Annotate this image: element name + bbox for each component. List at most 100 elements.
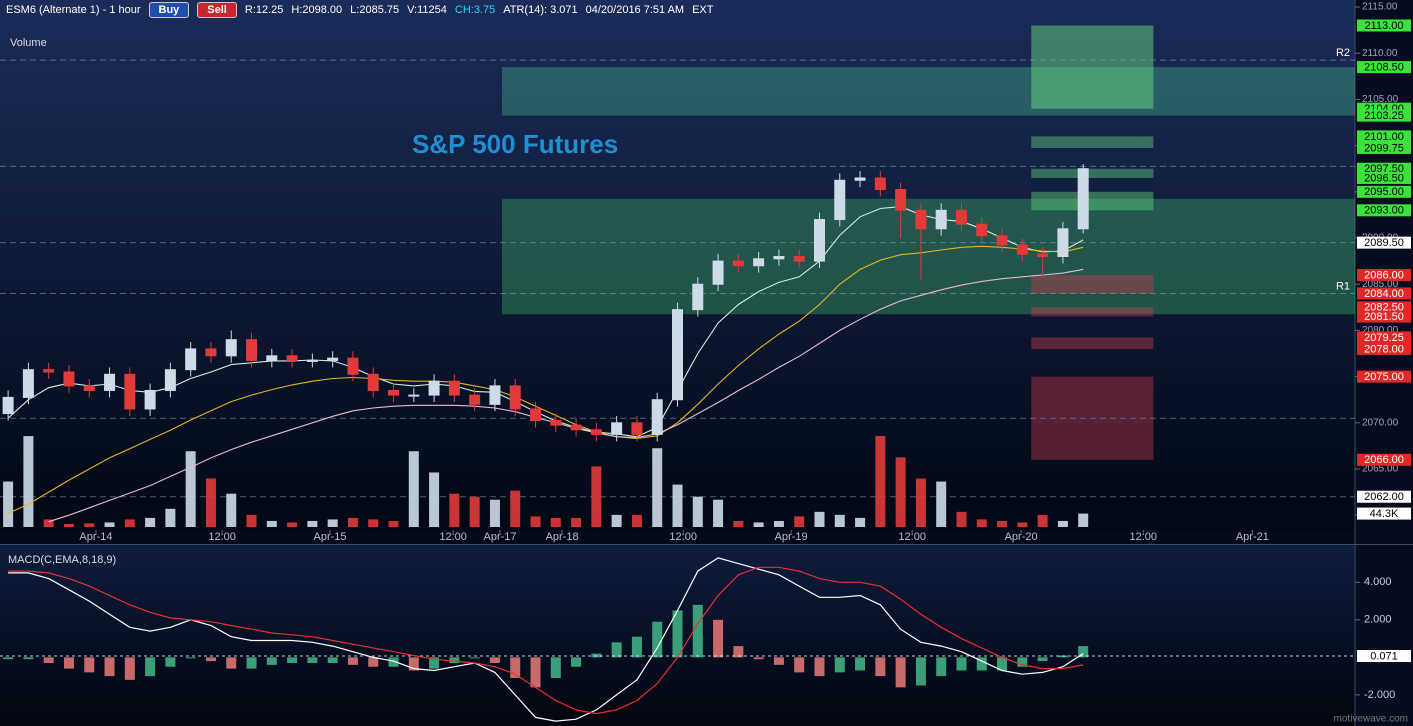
- volume-bar: [915, 478, 926, 527]
- volume-bar: [1078, 513, 1089, 527]
- macd-histogram-bar: [976, 657, 987, 671]
- macd-histogram-bar: [124, 657, 135, 680]
- candle-body: [286, 355, 298, 361]
- x-tick-label: Apr-18: [546, 531, 579, 543]
- volume-bar: [956, 511, 967, 527]
- level-label: 2093.00: [1364, 205, 1404, 217]
- volume-bar: [773, 520, 784, 527]
- volume-bar: [23, 436, 34, 527]
- candle-body: [692, 283, 704, 311]
- candle-body: [225, 339, 237, 357]
- y-tick-label: 2065.00: [1362, 464, 1399, 475]
- macd-histogram-bar: [814, 657, 825, 677]
- volume-bar: [104, 522, 115, 527]
- level-tag: [1357, 130, 1411, 143]
- macd-histogram-bar: [997, 657, 1008, 671]
- volume-bar: [530, 516, 541, 527]
- volume-bar: [124, 519, 135, 527]
- volume-bar: [875, 436, 886, 527]
- candle-body: [1057, 228, 1069, 257]
- macd-histogram-bar: [895, 657, 906, 688]
- zone: [1031, 168, 1154, 178]
- macd-histogram-bar: [834, 657, 845, 673]
- candle-body: [895, 189, 907, 211]
- volume-bar: [611, 514, 622, 527]
- volume-bar: [84, 523, 95, 527]
- level-label: 2101.00: [1364, 131, 1404, 143]
- level-tag: [1357, 331, 1411, 344]
- buy-button[interactable]: Buy: [148, 2, 190, 18]
- volume-bar: [469, 496, 480, 527]
- macd-histogram-bar: [733, 646, 744, 658]
- sell-button[interactable]: Sell: [197, 2, 237, 18]
- macd-histogram-bar: [652, 621, 663, 658]
- volume-bar: [794, 516, 805, 527]
- macd-histogram-bar: [692, 604, 703, 658]
- volume-bar: [145, 517, 156, 527]
- candle-body: [753, 258, 765, 267]
- volume-bar: [591, 466, 602, 527]
- volume-bar: [814, 511, 825, 527]
- macd-histogram-bar: [489, 657, 500, 663]
- level-tag: [1357, 301, 1411, 314]
- macd-histogram-bar: [429, 657, 440, 669]
- macd-histogram-bar: [63, 657, 74, 669]
- macd-histogram-bar: [226, 657, 237, 669]
- candle-body: [469, 394, 481, 405]
- candle-body: [388, 389, 400, 396]
- y-tick-label: 2.000: [1364, 614, 1392, 626]
- macd-histogram-bar: [855, 657, 866, 671]
- candle-body: [631, 422, 643, 435]
- volume-bar: [185, 451, 196, 527]
- stat: CH:3.75: [454, 4, 496, 16]
- volume-bar: [266, 520, 277, 527]
- level-tag: [1357, 19, 1411, 32]
- volume-bar: [692, 496, 703, 527]
- level-label: 2086.00: [1364, 269, 1404, 281]
- level-label: 2089.50: [1364, 237, 1404, 249]
- time-axis-band: [0, 530, 1355, 544]
- candle-body: [124, 373, 136, 410]
- zone: [1031, 191, 1154, 211]
- macd-tag: [1357, 650, 1411, 663]
- volume-bar: [449, 493, 460, 527]
- macd-histogram-bar: [23, 657, 34, 660]
- candle-body: [550, 420, 562, 426]
- candle-body: [205, 348, 217, 357]
- candle-body: [651, 399, 663, 435]
- macd-histogram-bar: [794, 657, 805, 673]
- macd-histogram-bar: [469, 657, 480, 659]
- x-tick-label: Apr-17: [483, 531, 516, 543]
- candle-body: [1016, 244, 1028, 255]
- macd-histogram-bar: [3, 657, 14, 660]
- stat: 04/20/2016 7:51 AM: [585, 4, 685, 16]
- volume-bar: [408, 451, 419, 527]
- candle-body: [834, 179, 846, 221]
- level-tag: [1357, 162, 1411, 175]
- macd-histogram-bar: [530, 657, 541, 688]
- candle-body: [489, 385, 501, 405]
- macd-histogram-bar: [875, 657, 886, 677]
- macd-histogram-bar: [611, 642, 622, 658]
- macd-histogram-bar: [408, 657, 419, 671]
- candle-body: [43, 369, 55, 373]
- candle-body: [874, 177, 886, 191]
- volume-marker-label: 44.3K: [1370, 508, 1399, 520]
- macd-histogram-bar: [672, 610, 683, 658]
- macd-histogram-bar: [449, 657, 460, 663]
- level-label: 2096.50: [1364, 172, 1404, 184]
- y-tick-label: -2.000: [1364, 689, 1395, 701]
- volume-label: Volume: [10, 37, 47, 49]
- candle-body: [793, 255, 805, 262]
- volume-bar: [510, 490, 521, 527]
- level-label: 2078.00: [1364, 343, 1404, 355]
- x-tick-label: Apr-20: [1005, 531, 1038, 543]
- volume-bar: [855, 517, 866, 527]
- level-label: 2108.50: [1364, 61, 1404, 73]
- zone: [1031, 337, 1154, 349]
- macd-title: MACD(C,EMA,8,18,9): [8, 554, 116, 566]
- macd-histogram-bar: [246, 657, 257, 669]
- level-label: 2081.50: [1364, 311, 1404, 323]
- macd-histogram-bar: [307, 657, 318, 663]
